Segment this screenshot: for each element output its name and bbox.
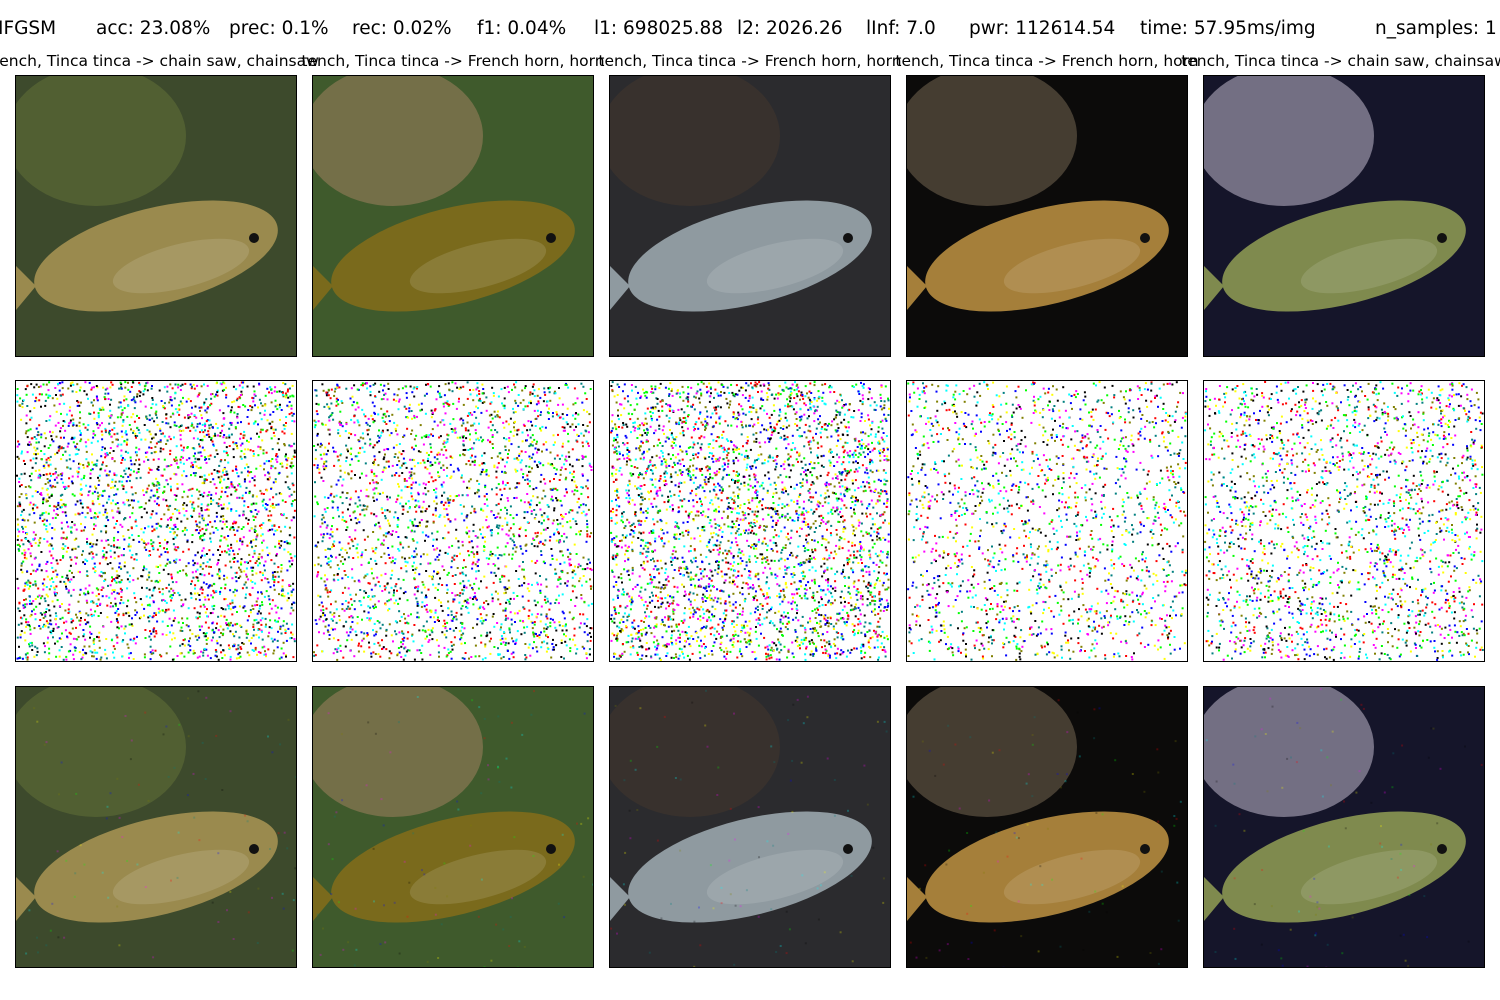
adversarial-image-hand-holding-tench (1203, 686, 1485, 968)
column-title: tench, Tinca tinca -> chain saw, chainsa… (1181, 52, 1500, 70)
metric-prec: prec: 0.1% (229, 18, 329, 39)
metric-linf: lInf: 7.0 (866, 18, 936, 39)
perturbation-noise-image (906, 380, 1188, 662)
metric-rec: rec: 0.02% (352, 18, 452, 39)
original-image-two-tench-in-landing-net (15, 75, 297, 357)
perturbation-noise-image (15, 380, 297, 662)
column-title: tench, Tinca tinca -> French horn, horn (598, 52, 902, 70)
adversarial-image-two-tench-in-landing-net (15, 686, 297, 968)
perturbation-noise-image (1203, 380, 1485, 662)
original-image-man-with-cap-holding-tench (312, 75, 594, 357)
original-image-hand-holding-tench (1203, 75, 1485, 357)
original-image-carp-over-log (609, 75, 891, 357)
metric-l2: l2: 2026.26 (737, 18, 843, 39)
adversarial-image-carp-over-log (609, 686, 891, 968)
metric-l1: l1: 698025.88 (594, 18, 724, 39)
metric-f1: f1: 0.04% (477, 18, 567, 39)
adversarial-image-boy-holding-bream-at-night (906, 686, 1188, 968)
column-title: tench, Tinca tinca -> chain saw, chainsa… (0, 52, 319, 70)
metric-pwr: pwr: 112614.54 (969, 18, 1116, 39)
metric-acc: acc: 23.08% (96, 18, 211, 39)
perturbation-noise-image (312, 380, 594, 662)
metric-n-samples: n_samples: 1 (1375, 18, 1497, 39)
adversarial-image-man-with-cap-holding-tench (312, 686, 594, 968)
attack-name: IFGSM (0, 18, 57, 39)
figure-suptitle: IFGSM acc: 23.08% prec: 0.1% rec: 0.02% … (0, 16, 1500, 42)
column-title: tench, Tinca tinca -> French horn, horn (895, 52, 1199, 70)
metric-time: time: 57.95ms/img (1140, 18, 1316, 39)
original-image-boy-holding-bream-at-night (906, 75, 1188, 357)
column-title: tench, Tinca tinca -> French horn, horn (301, 52, 605, 70)
perturbation-noise-image (609, 380, 891, 662)
